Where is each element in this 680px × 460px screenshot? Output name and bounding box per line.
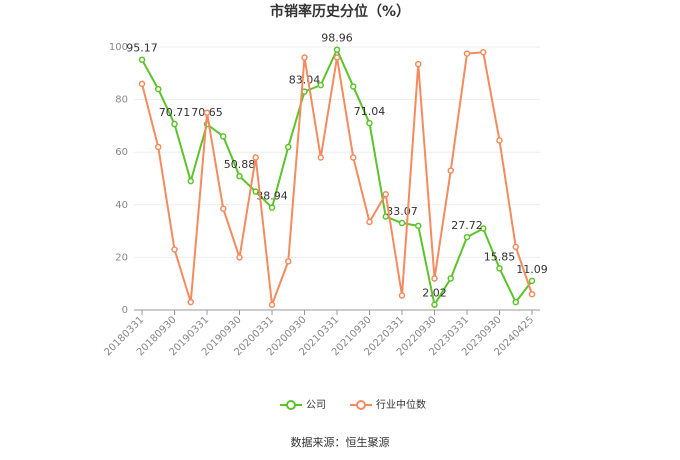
point [480,225,487,232]
point [512,298,519,306]
source: 数据来源：恒生聚源 [291,435,390,449]
point [155,143,162,151]
point [512,243,519,251]
point [431,301,438,308]
point [138,56,146,63]
point [317,81,324,89]
point [317,154,324,161]
point [252,188,259,195]
y-tick-label: 80 [115,95,128,106]
point [415,222,422,230]
point [431,275,438,282]
data-label: 38.94 [256,190,288,203]
data-label: 15.85 [484,250,516,263]
data-label: 70.71 [159,106,191,119]
point [350,154,357,161]
point [528,277,536,285]
point [220,205,227,212]
point [415,60,422,68]
point [285,258,292,265]
point [236,172,243,180]
y-tick-label: 100 [109,42,128,53]
legend-marker [286,400,296,410]
data-label: 83.04 [289,74,321,87]
point [447,167,454,174]
point [398,219,406,227]
legend-label: 公司 [306,400,326,411]
data-label: 71.04 [354,105,386,118]
point [333,46,341,53]
point [463,50,471,57]
y-tick-label: 60 [115,147,128,158]
y-tick-label: 40 [115,200,128,211]
point [285,143,292,151]
data-label: 27.72 [451,219,483,232]
point [138,80,146,88]
point [496,265,503,272]
chart-title: 市销率历史分位（%） [270,3,410,20]
point [382,191,389,198]
point [350,83,357,90]
point [252,154,259,161]
point [528,290,536,298]
data-label: 50.88 [224,158,256,171]
point [333,54,341,61]
point [268,301,276,308]
point [187,298,194,306]
point [447,275,454,282]
point [398,292,406,299]
point [187,177,194,185]
legend-marker [356,400,366,410]
legend-label: 行业中位数 [376,398,426,411]
point [496,137,503,144]
point [236,254,243,261]
point [268,204,276,211]
point [366,218,373,226]
point [382,213,389,220]
point [171,246,178,253]
data-label: 33.07 [386,205,418,218]
point [171,120,178,128]
point [366,119,373,127]
data-label: 98.96 [321,32,353,45]
point [301,54,308,61]
y-tick-label: 20 [115,252,128,263]
data-label: 95.17 [126,42,158,55]
point [155,85,162,93]
point [480,49,487,56]
point [203,109,211,116]
y-tick-label: 0 [122,305,128,316]
point [220,133,227,140]
data-label: 2.02 [422,287,447,300]
series-line [141,51,533,306]
point [463,233,471,241]
